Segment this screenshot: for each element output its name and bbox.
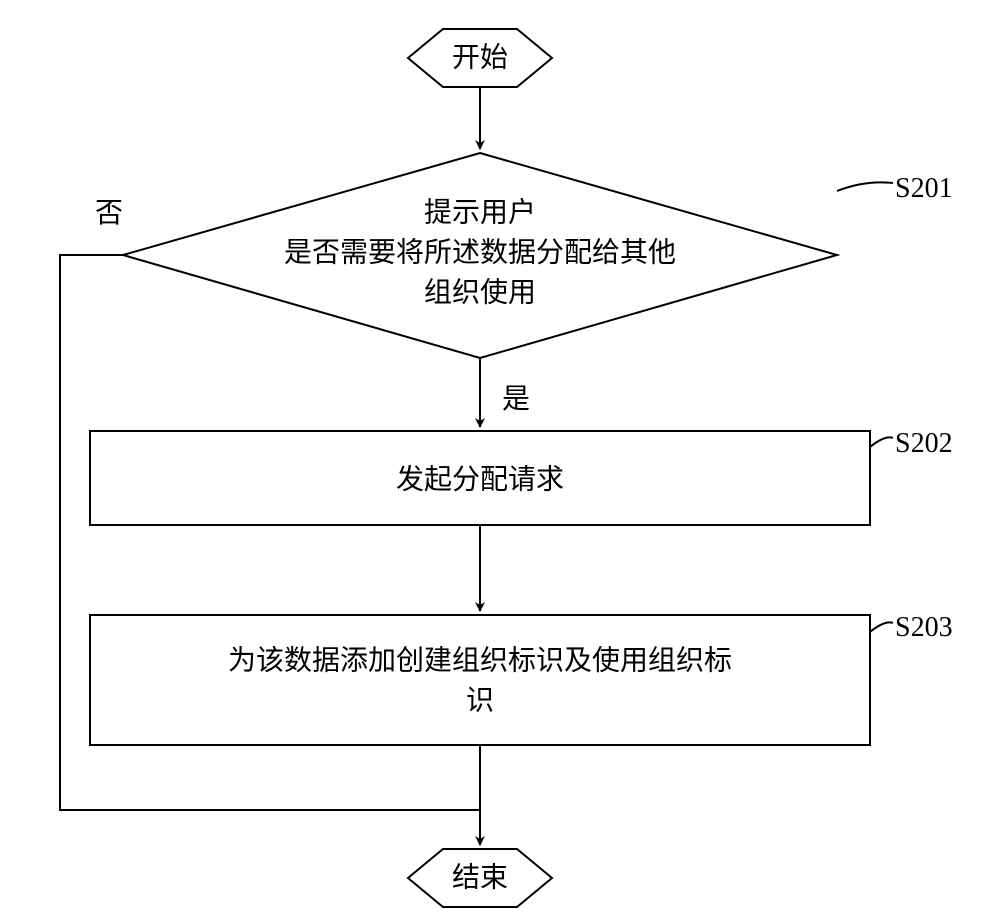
edge-yes-label: 是	[502, 384, 530, 415]
decision-line2: 是否需要将所述数据分配给其他	[284, 236, 676, 268]
decision-line3: 组织使用	[424, 276, 536, 308]
leader-s201	[837, 182, 893, 191]
proc2-line2: 识	[466, 685, 494, 716]
edge-no-branch	[60, 255, 480, 810]
end-node: 结束	[408, 849, 552, 907]
start-node: 开始	[408, 29, 552, 87]
edge-no-label: 否	[95, 198, 123, 229]
leader-s203	[870, 622, 893, 632]
leader-s202	[870, 437, 893, 447]
proc2-rect	[90, 615, 870, 745]
proc1-text: 发起分配请求	[396, 463, 564, 495]
end-text: 结束	[452, 861, 508, 893]
label-s201: S201	[895, 173, 953, 204]
label-s203: S203	[895, 612, 953, 643]
start-text: 开始	[452, 41, 508, 73]
decision-line1: 提示用户	[424, 196, 536, 228]
proc2-node: 为该数据添加创建组织标识及使用组织标 识	[90, 615, 870, 745]
label-s202: S202	[895, 428, 953, 459]
proc1-node: 发起分配请求	[90, 431, 870, 525]
proc2-line1: 为该数据添加创建组织标识及使用组织标	[228, 644, 732, 676]
decision-node: 提示用户 是否需要将所述数据分配给其他 组织使用	[123, 153, 837, 358]
